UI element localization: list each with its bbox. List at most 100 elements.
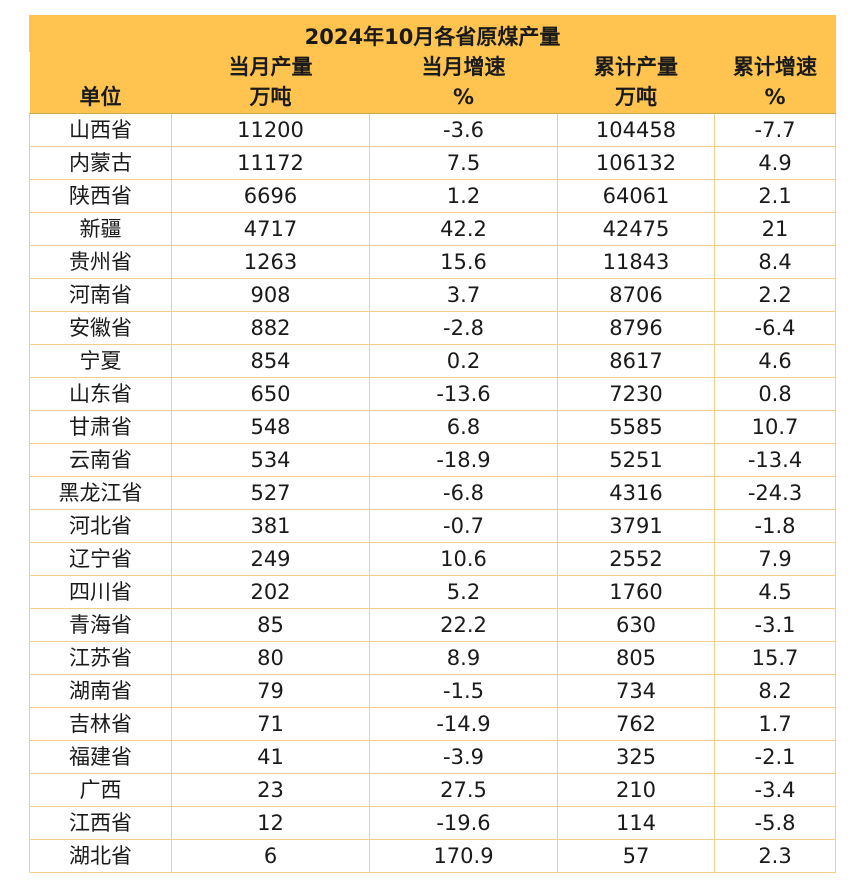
table-row: 江西省 12 -19.6 114 -5.8 <box>29 806 837 840</box>
table-row: 吉林省 71 -14.9 762 1.7 <box>29 707 837 741</box>
cum-growth-cell: 8.4 <box>713 245 837 279</box>
month-output-cell: 202 <box>171 575 370 609</box>
month-growth-cell: 6.8 <box>369 410 558 444</box>
month-growth-cell: 7.5 <box>369 146 558 180</box>
table-row: 福建省 41 -3.9 325 -2.1 <box>29 740 837 774</box>
table-row: 河北省 381 -0.7 3791 -1.8 <box>29 509 837 543</box>
table-row: 青海省 85 22.2 630 -3.1 <box>29 608 837 642</box>
cum-growth-cell: 21 <box>713 212 837 246</box>
cum-output-cell: 104458 <box>557 113 715 147</box>
unit-cell: 安徽省 <box>29 311 172 345</box>
unit-cell: 四川省 <box>29 575 172 609</box>
month-growth-cell: 15.6 <box>369 245 558 279</box>
cum-output-cell: 57 <box>557 839 715 873</box>
unit-cell: 吉林省 <box>29 707 172 741</box>
month-growth-cell: 22.2 <box>369 608 558 642</box>
month-output-cell: 12 <box>171 806 370 840</box>
month-growth-cell: 8.9 <box>369 641 558 675</box>
month-growth-cell: -1.5 <box>369 674 558 708</box>
column-header-unit: 单位 <box>29 51 172 114</box>
cum-output-cell: 8617 <box>557 344 715 378</box>
table-row: 河南省 908 3.7 8706 2.2 <box>29 278 837 312</box>
cum-growth-cell: -5.8 <box>713 806 837 840</box>
month-output-cell: 71 <box>171 707 370 741</box>
unit-cell: 河北省 <box>29 509 172 543</box>
unit-cell: 甘肃省 <box>29 410 172 444</box>
cum-output-cell: 734 <box>557 674 715 708</box>
table-row: 新疆 4717 42.2 42475 21 <box>29 212 837 246</box>
cum-output-cell: 11843 <box>557 245 715 279</box>
month-output-cell: 854 <box>171 344 370 378</box>
month-output-cell: 527 <box>171 476 370 510</box>
table-row: 山西省 11200 -3.6 104458 -7.7 <box>29 113 837 147</box>
month-growth-cell: -0.7 <box>369 509 558 543</box>
month-output-cell: 548 <box>171 410 370 444</box>
month-output-cell: 6696 <box>171 179 370 213</box>
cum-output-cell: 4316 <box>557 476 715 510</box>
cum-output-cell: 114 <box>557 806 715 840</box>
table-row: 黑龙江省 527 -6.8 4316 -24.3 <box>29 476 837 510</box>
month-output-cell: 11200 <box>171 113 370 147</box>
cum-output-cell: 8796 <box>557 311 715 345</box>
month-output-cell: 1263 <box>171 245 370 279</box>
cum-output-cell: 210 <box>557 773 715 807</box>
cum-growth-cell: 2.3 <box>713 839 837 873</box>
month-output-cell: 85 <box>171 608 370 642</box>
table-row: 安徽省 882 -2.8 8796 -6.4 <box>29 311 837 345</box>
month-output-cell: 11172 <box>171 146 370 180</box>
cum-output-cell: 3791 <box>557 509 715 543</box>
table-row: 湖北省 6 170.9 57 2.3 <box>29 839 837 873</box>
coal-production-table: 2024年10月各省原煤产量 单位 当月产量 万吨 当月增速 % 累计产量 万吨… <box>28 15 837 873</box>
table-row: 甘肃省 548 6.8 5585 10.7 <box>29 410 837 444</box>
cum-output-cell: 5251 <box>557 443 715 477</box>
unit-cell: 新疆 <box>29 212 172 246</box>
cum-growth-cell: -3.1 <box>713 608 837 642</box>
unit-cell: 湖北省 <box>29 839 172 873</box>
cum-output-cell: 325 <box>557 740 715 774</box>
column-header-line2: 万吨 <box>615 85 657 109</box>
unit-cell: 贵州省 <box>29 245 172 279</box>
unit-cell: 陕西省 <box>29 179 172 213</box>
cum-output-cell: 7230 <box>557 377 715 411</box>
unit-cell: 江西省 <box>29 806 172 840</box>
table-row: 云南省 534 -18.9 5251 -13.4 <box>29 443 837 477</box>
month-output-cell: 80 <box>171 641 370 675</box>
cum-growth-cell: 2.2 <box>713 278 837 312</box>
unit-cell: 福建省 <box>29 740 172 774</box>
cum-growth-cell: 0.8 <box>713 377 837 411</box>
month-growth-cell: -3.9 <box>369 740 558 774</box>
cum-output-cell: 2552 <box>557 542 715 576</box>
column-header-row: 单位 当月产量 万吨 当月增速 % 累计产量 万吨 累计增速 % <box>29 51 836 114</box>
cum-output-cell: 5585 <box>557 410 715 444</box>
cum-growth-cell: -13.4 <box>713 443 837 477</box>
cum-growth-cell: 1.7 <box>713 707 837 741</box>
month-growth-cell: 5.2 <box>369 575 558 609</box>
month-output-cell: 882 <box>171 311 370 345</box>
table-row: 四川省 202 5.2 1760 4.5 <box>29 575 837 609</box>
month-growth-cell: 27.5 <box>369 773 558 807</box>
column-header-cum-growth: 累计增速 % <box>714 51 836 114</box>
month-output-cell: 41 <box>171 740 370 774</box>
month-output-cell: 650 <box>171 377 370 411</box>
table-body: 山西省 11200 -3.6 104458 -7.7 内蒙古 11172 7.5 106132 4… <box>29 113 837 873</box>
month-output-cell: 6 <box>171 839 370 873</box>
cum-growth-cell: 4.5 <box>713 575 837 609</box>
month-growth-cell: -18.9 <box>369 443 558 477</box>
cum-growth-cell: -2.1 <box>713 740 837 774</box>
month-output-cell: 4717 <box>171 212 370 246</box>
table-row: 内蒙古 11172 7.5 106132 4.9 <box>29 146 837 180</box>
unit-cell: 云南省 <box>29 443 172 477</box>
cum-output-cell: 762 <box>557 707 715 741</box>
month-growth-cell: -2.8 <box>369 311 558 345</box>
column-header-line2: % <box>452 85 475 109</box>
month-growth-cell: 3.7 <box>369 278 558 312</box>
month-growth-cell: -3.6 <box>369 113 558 147</box>
cum-growth-cell: 15.7 <box>713 641 837 675</box>
cum-output-cell: 42475 <box>557 212 715 246</box>
cum-output-cell: 1760 <box>557 575 715 609</box>
unit-cell: 青海省 <box>29 608 172 642</box>
unit-cell: 广西 <box>29 773 172 807</box>
unit-cell: 内蒙古 <box>29 146 172 180</box>
month-output-cell: 381 <box>171 509 370 543</box>
table-title-row: 2024年10月各省原煤产量 <box>28 15 837 52</box>
